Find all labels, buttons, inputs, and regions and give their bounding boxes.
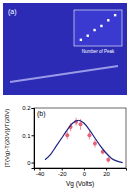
fit-curve bbox=[45, 120, 123, 162]
x-tick-mark bbox=[62, 168, 63, 171]
y-tick: 0.1 bbox=[22, 133, 34, 139]
inset-frame bbox=[74, 10, 122, 46]
y-tick-label: 0.1 bbox=[22, 133, 31, 139]
x-tick-mark bbox=[106, 168, 107, 171]
nanowire bbox=[10, 66, 118, 82]
inset-points bbox=[80, 14, 117, 41]
data-point bbox=[65, 133, 69, 137]
x-axis-line bbox=[35, 169, 127, 171]
x-tick-label: -40 bbox=[36, 171, 45, 177]
x-tick-mark bbox=[40, 168, 41, 171]
y-tick-label: 0 bbox=[27, 160, 31, 166]
inset-point bbox=[80, 39, 82, 41]
x-tick-label: -20 bbox=[58, 171, 67, 177]
y-axis-title: [T(Vg)-T(20V)]/T(20V) bbox=[4, 109, 10, 168]
x-tick: -20 bbox=[58, 168, 67, 177]
data-point bbox=[93, 141, 97, 145]
x-tick: -40 bbox=[36, 168, 45, 177]
y-tick-mark bbox=[32, 108, 35, 109]
figure: (a) Number of Peak -40 -20 0 20 0 0.1 0.2 (b) Vg (… bbox=[0, 0, 130, 189]
x-axis: -40 -20 0 20 bbox=[35, 168, 127, 177]
y-axis-line bbox=[32, 109, 35, 169]
panel-label: (a) bbox=[8, 8, 17, 16]
x-tick: 0 bbox=[83, 168, 87, 177]
micrograph bbox=[3, 3, 127, 95]
plot-frame bbox=[34, 108, 126, 168]
y-axis: 0 0.1 0.2 bbox=[22, 105, 34, 168]
y-tick: 0.2 bbox=[22, 105, 34, 111]
y-tick-mark bbox=[32, 163, 35, 164]
x-tick: 20 bbox=[103, 168, 110, 177]
y-tick-label: 0.2 bbox=[22, 105, 31, 111]
y-tick-mark bbox=[32, 135, 35, 136]
panel-label: (b) bbox=[37, 110, 46, 118]
inset-point bbox=[114, 14, 116, 16]
inset-point bbox=[87, 35, 89, 37]
y-tick: 0 bbox=[27, 160, 34, 166]
inset-x-label: Number of Peak bbox=[82, 49, 115, 54]
x-tick-label: 20 bbox=[103, 171, 110, 177]
x-tick-label: 0 bbox=[83, 171, 87, 177]
inset-point bbox=[93, 29, 95, 31]
inset-point bbox=[107, 19, 109, 21]
x-tick-mark bbox=[84, 168, 85, 171]
plot-marks bbox=[45, 118, 123, 163]
data-point bbox=[79, 122, 83, 126]
inset-point bbox=[100, 25, 102, 27]
data-point bbox=[87, 133, 91, 137]
data-point bbox=[106, 158, 110, 162]
x-axis-title: Vg (Volts) bbox=[66, 180, 94, 188]
